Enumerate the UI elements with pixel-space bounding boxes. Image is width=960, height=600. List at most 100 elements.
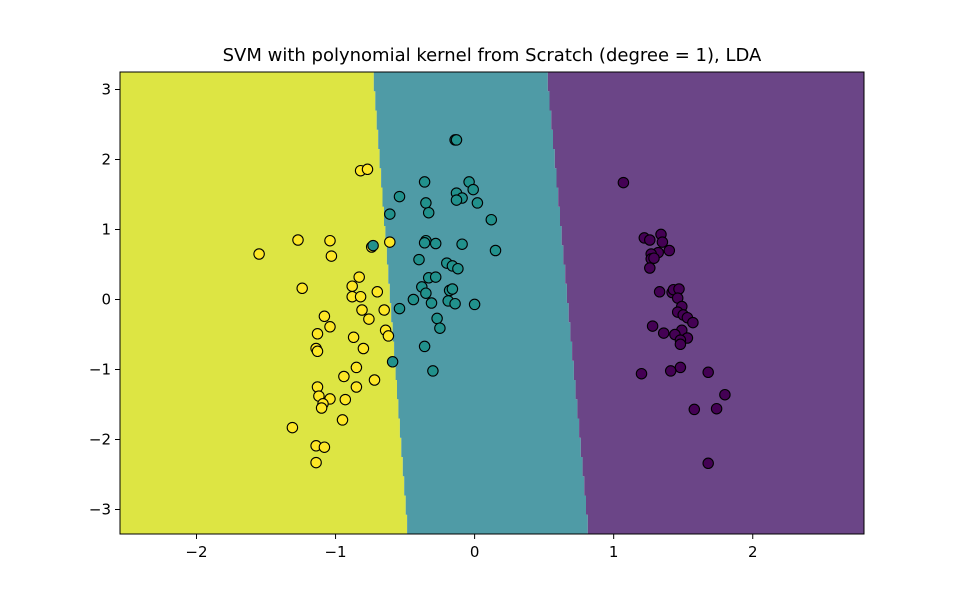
data-point-yellow [286,421,299,434]
region-teal [373,72,588,534]
data-point-teal [434,322,446,334]
data-point-teal [456,238,468,250]
y-tick-label: −3 [89,501,111,519]
data-point-yellow [363,313,375,325]
region-yellow [120,72,408,534]
data-point-teal [418,176,431,188]
data-point-teal [450,134,463,146]
data-point-teal [446,283,459,295]
region-purple [547,72,864,534]
data-point-yellow [315,402,328,414]
data-point-teal [449,297,461,310]
data-point-teal [429,271,442,283]
data-point-yellow [292,234,304,246]
data-point-purple [674,338,687,351]
data-point-purple [702,457,714,470]
data-point-yellow [353,271,365,283]
data-point-teal [450,194,463,206]
data-point-yellow [368,374,381,386]
data-point-teal [407,293,420,306]
data-point-purple [674,361,687,374]
data-point-purple [656,236,669,248]
data-point-yellow [347,331,360,344]
data-point-yellow [378,304,390,316]
chart-title: SVM with polynomial kernel from Scratch … [223,45,762,66]
data-point-purple [644,262,656,274]
data-point-yellow [311,345,324,358]
data-point-teal [384,208,396,220]
data-point-yellow [356,304,368,316]
y-tick-label: 2 [101,151,111,169]
data-point-teal [418,340,431,353]
x-tick-label: −2 [185,543,207,561]
scatter-points [253,134,731,470]
y-tick-label: −2 [89,431,111,449]
data-point-purple [648,252,660,264]
data-point-yellow [324,234,336,247]
data-point-purple [710,402,723,415]
data-point-teal [471,197,484,209]
data-point-teal [386,356,399,368]
y-tick-label: 1 [101,221,111,239]
x-axis: −2 −1 0 1 2 [185,534,758,561]
data-point-yellow [382,330,395,342]
data-point-teal [418,237,431,249]
data-point-teal [431,312,443,325]
x-tick-label: −1 [324,543,346,561]
data-point-yellow [361,163,374,176]
data-point-teal [420,287,432,299]
data-point-yellow [311,328,324,340]
data-point-purple [664,365,677,377]
data-point-yellow [336,414,349,426]
data-point-yellow [354,290,367,303]
decision-regions [120,72,864,534]
y-tick-label: 0 [101,291,111,309]
data-point-yellow [339,393,352,406]
data-point-yellow [350,361,363,374]
data-point-yellow [350,381,363,393]
y-tick-label: −1 [89,361,111,379]
data-point-purple [663,244,676,257]
data-point-yellow [325,250,338,262]
data-point-teal [429,237,442,250]
x-tick-label: 1 [609,543,619,561]
data-point-yellow [371,286,384,298]
data-point-yellow [346,280,358,292]
data-point-yellow [338,370,350,383]
data-point-purple [687,316,699,329]
data-point-teal [467,183,479,196]
data-point-teal [420,197,432,209]
data-point-yellow [384,236,396,248]
data-point-yellow [318,310,331,323]
y-axis: −3 −2 −1 0 1 2 3 [89,81,120,519]
data-point-purple [657,327,670,339]
data-point-teal [393,190,406,203]
data-point-teal [422,206,435,219]
data-point-teal [367,239,379,252]
data-point-teal [485,213,498,226]
data-point-purple [719,388,731,401]
x-tick-label: 2 [748,543,758,561]
data-point-purple [688,403,701,416]
data-point-teal [468,298,481,311]
data-point-teal [393,302,406,315]
data-point-teal [489,244,502,257]
data-point-yellow [324,321,336,333]
plot-area [119,71,865,535]
data-point-purple [646,320,659,332]
data-point-teal [452,262,464,275]
data-point-teal [425,297,438,309]
data-point-yellow [310,456,322,469]
data-point-yellow [318,441,331,453]
data-point-purple [644,234,656,246]
x-tick-label: 0 [470,543,480,561]
data-point-yellow [357,342,370,355]
data-point-teal [427,365,439,377]
data-point-purple [653,286,666,298]
data-point-purple [702,366,714,379]
plot-frame [119,71,865,535]
y-tick-label: 3 [101,81,111,99]
data-point-yellow [253,248,265,260]
data-point-purple [617,176,630,189]
